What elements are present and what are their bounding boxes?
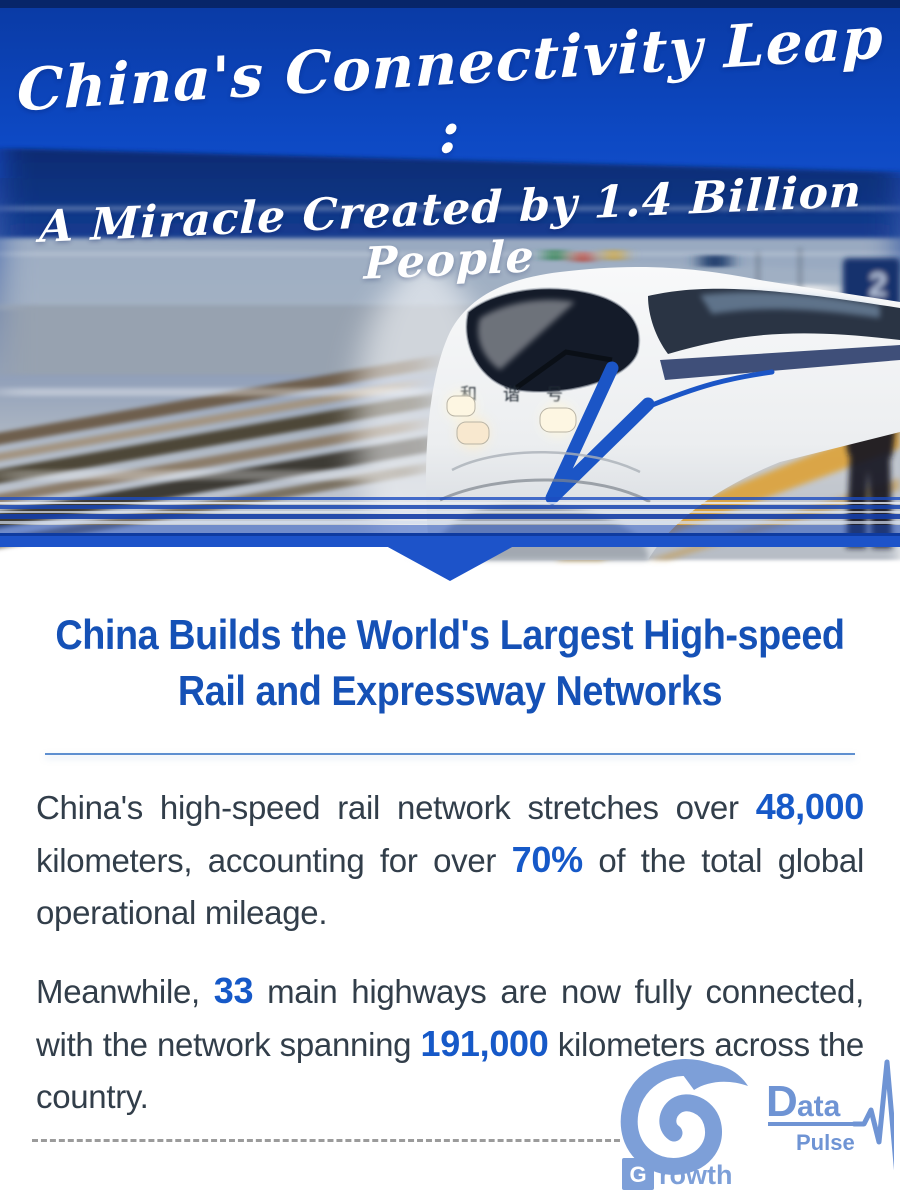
- body-copy: China's high-speed rail network stretche…: [0, 781, 900, 1123]
- bottom-stripes: [0, 497, 900, 533]
- datapulse-pulse-word: Pulse: [796, 1130, 855, 1155]
- blurred-tracks: [0, 357, 444, 560]
- datapulse-ata-letters: ata: [797, 1090, 841, 1123]
- section-heading: China Builds the World's Largest High-sp…: [0, 607, 900, 719]
- footer-logos: G rowth D ata Pulse: [614, 1054, 900, 1195]
- wiper: [514, 349, 613, 391]
- train-front-label: 和谐号: [460, 385, 589, 405]
- growth-spiral-icon: [620, 1059, 748, 1175]
- headlights: [446, 392, 577, 448]
- paragraph-rail: China's high-speed rail network stretche…: [36, 786, 864, 931]
- growth-g-letter: G: [629, 1162, 646, 1187]
- hero-section: 2: [0, 0, 900, 581]
- motion-streaks: [0, 206, 900, 480]
- section-heading-line2: Rail and Expressway Networks: [177, 667, 723, 714]
- platform-sign-number: 2: [869, 266, 888, 304]
- datapulse-logo: D ata Pulse: [766, 1059, 900, 1179]
- datapulse-d-letter: D: [766, 1077, 798, 1126]
- divider-line: [45, 753, 855, 755]
- section-heading-line1: China Builds the World's Largest High-sp…: [55, 611, 845, 658]
- photo-bottom-band: [0, 533, 900, 547]
- growth-wordmark: G rowth: [622, 1158, 733, 1190]
- logos-svg: G rowth D ata Pulse: [620, 1059, 900, 1190]
- chevron-down-notch: [386, 546, 514, 581]
- dashed-rule: [32, 1139, 620, 1142]
- paragraph-highways: Meanwhile, 33 main highways are now full…: [36, 970, 864, 1115]
- growth-rest-letters: rowth: [659, 1160, 733, 1190]
- pulse-line-icon: [851, 1059, 900, 1179]
- station-photo-illustration: 2: [0, 0, 900, 581]
